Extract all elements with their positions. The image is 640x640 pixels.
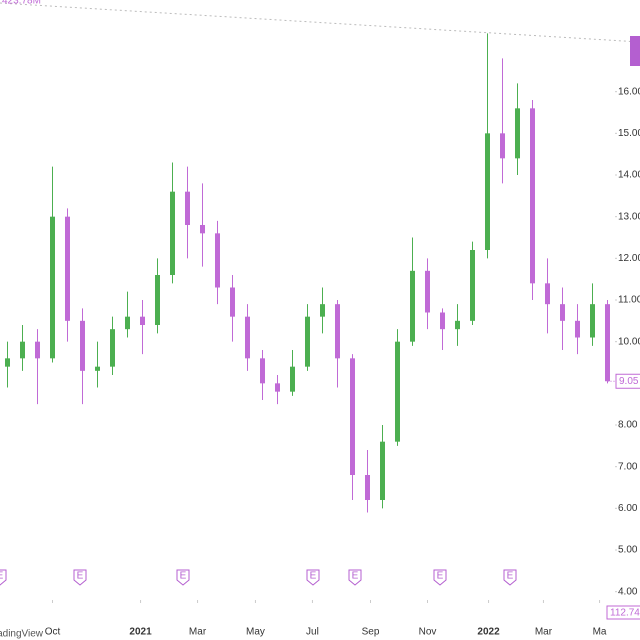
candle-body bbox=[335, 304, 340, 359]
y-tick-label: 10.00 bbox=[618, 336, 640, 347]
candle-body bbox=[320, 304, 325, 317]
candle-body bbox=[80, 320, 85, 371]
volume-axis-box bbox=[606, 605, 640, 620]
candle-body bbox=[95, 366, 100, 371]
candle-body bbox=[545, 283, 550, 305]
x-tick-label: Mar bbox=[535, 627, 553, 638]
y-tick-label: 7.00 bbox=[618, 461, 638, 472]
candle-body bbox=[350, 358, 355, 475]
candle-body bbox=[155, 275, 160, 325]
y-tick-label: 12.00 bbox=[618, 253, 640, 264]
candle-body bbox=[515, 108, 520, 159]
brand: TradingView bbox=[0, 629, 44, 640]
y-tick-label: 11.00 bbox=[618, 295, 640, 306]
candle-body bbox=[185, 191, 190, 225]
candle-body bbox=[290, 366, 295, 392]
earnings-marker bbox=[176, 569, 190, 586]
x-tick-label: Nov bbox=[419, 627, 437, 638]
candle-body bbox=[575, 320, 580, 338]
candle-body bbox=[455, 320, 460, 330]
earnings-marker bbox=[433, 569, 447, 586]
candle-body bbox=[590, 304, 595, 338]
candle-body bbox=[500, 133, 505, 159]
y-tick-label: 8.00 bbox=[618, 420, 638, 431]
x-tick-label: 2021 bbox=[129, 627, 152, 638]
last-price-box bbox=[615, 373, 640, 389]
candle-body bbox=[110, 329, 115, 367]
candle-body bbox=[380, 441, 385, 500]
earnings-marker bbox=[0, 569, 7, 586]
earnings-marker bbox=[503, 569, 517, 586]
volume-label: 423.78M bbox=[2, 0, 41, 7]
earnings-label: E bbox=[310, 571, 317, 582]
candle-body bbox=[365, 475, 370, 500]
x-tick-label: Jul bbox=[306, 627, 319, 638]
y-tick-label: 14.00 bbox=[618, 170, 640, 181]
candle-body bbox=[485, 133, 490, 250]
x-tick-label: Oct bbox=[45, 627, 61, 638]
x-tick-label: Mar bbox=[189, 627, 207, 638]
candle-body bbox=[170, 191, 175, 275]
earnings-label: E bbox=[352, 571, 359, 582]
y-tick-label: 15.00 bbox=[618, 128, 640, 139]
candle-body bbox=[395, 341, 400, 442]
candle-body bbox=[245, 316, 250, 359]
price-flag bbox=[630, 36, 640, 66]
candle-body bbox=[605, 304, 610, 382]
candle-body bbox=[140, 316, 145, 325]
candle-body bbox=[410, 270, 415, 342]
candle-body bbox=[260, 358, 265, 384]
earnings-marker bbox=[348, 569, 362, 586]
candle-body bbox=[560, 304, 565, 321]
earnings-label: E bbox=[180, 571, 187, 582]
earnings-label: E bbox=[77, 571, 84, 582]
candle-body bbox=[65, 216, 70, 321]
candle-body bbox=[230, 287, 235, 317]
earnings-label: E bbox=[507, 571, 514, 582]
y-tick-label: 16.00 bbox=[618, 86, 640, 97]
y-tick-label: 4.00 bbox=[618, 586, 638, 597]
earnings-label: E bbox=[437, 571, 444, 582]
x-tick-label: Sep bbox=[362, 627, 380, 638]
candle-body bbox=[530, 108, 535, 284]
earnings-label: E bbox=[0, 571, 4, 582]
trend-line bbox=[0, 2, 640, 43]
x-tick-label: Ma bbox=[593, 627, 607, 638]
candle-body bbox=[275, 383, 280, 392]
candle-body bbox=[200, 225, 205, 234]
last-price-label: 9.05 bbox=[619, 376, 639, 387]
candle-body bbox=[20, 341, 25, 359]
x-tick-label: May bbox=[246, 627, 265, 638]
candle-body bbox=[5, 358, 10, 367]
x-tick-label: 2022 bbox=[477, 627, 500, 638]
y-tick-label: 5.00 bbox=[618, 545, 638, 556]
candle-body bbox=[50, 216, 55, 359]
candle-body bbox=[425, 270, 430, 313]
candle-body bbox=[305, 316, 310, 367]
earnings-marker bbox=[306, 569, 320, 586]
candle-body bbox=[215, 233, 220, 288]
volume-axis-label: 112.741 bbox=[610, 608, 640, 619]
candle-body bbox=[470, 250, 475, 321]
candle-body bbox=[35, 341, 40, 359]
candle-body bbox=[125, 316, 130, 330]
y-tick-label: 6.00 bbox=[618, 503, 638, 514]
candle-body bbox=[440, 312, 445, 330]
y-tick-label: 13.00 bbox=[618, 211, 640, 222]
earnings-marker bbox=[73, 569, 87, 586]
